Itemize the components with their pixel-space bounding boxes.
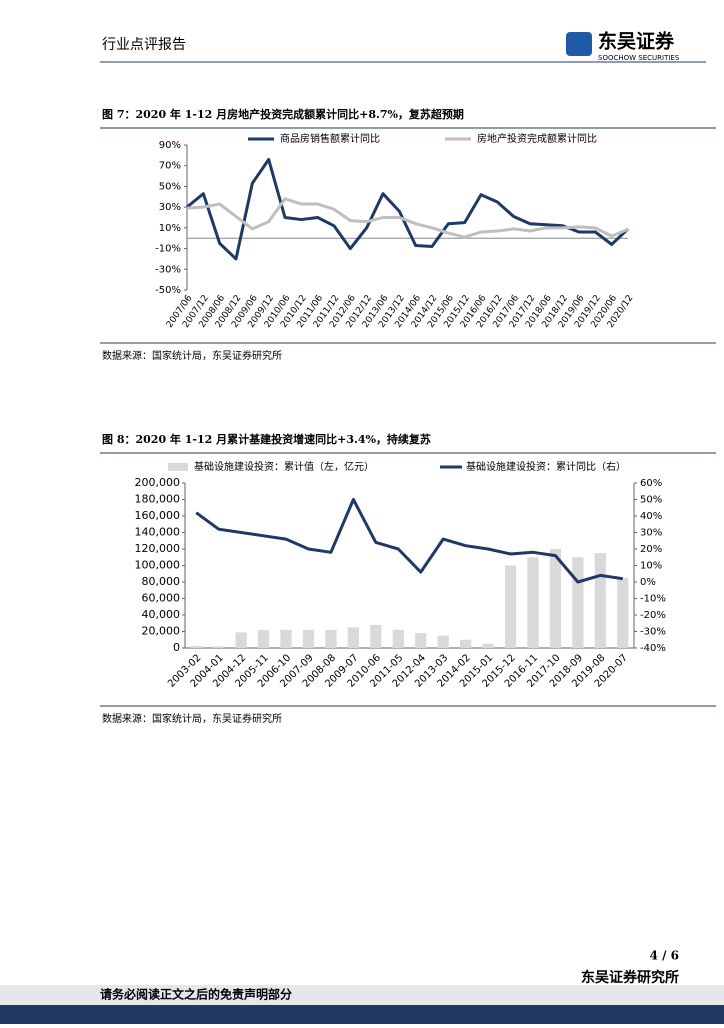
- y2-tick-label: -20%: [640, 610, 666, 621]
- bar: [347, 627, 359, 648]
- footer-bar: [0, 1005, 724, 1024]
- bar: [325, 629, 337, 648]
- y-tick-label: -30%: [155, 264, 181, 275]
- legend-label: 房地产投资完成额累计同比: [477, 132, 597, 145]
- logo-icon: [566, 32, 592, 56]
- bar: [594, 553, 606, 648]
- bar: [257, 629, 270, 648]
- bar: [370, 624, 382, 648]
- y-tick-label: 100,000: [135, 559, 181, 572]
- bar: [572, 557, 584, 648]
- y-tick-label: 70%: [159, 161, 181, 172]
- bar: [504, 565, 517, 648]
- figure-title: 图 8：2020 年 1-12 月累计基建投资增速同比+3.4%，持续复苏: [102, 432, 431, 446]
- bar: [415, 633, 427, 648]
- y-tick-label: 10%: [159, 223, 181, 234]
- bar: [392, 629, 404, 648]
- y2-tick-label: 20%: [640, 544, 662, 555]
- bar: [527, 557, 539, 648]
- y-tick-label: 200,000: [135, 476, 181, 489]
- footer-org: 东吴证券研究所: [581, 969, 679, 986]
- footer-band: [0, 985, 724, 1005]
- y-tick-label: -10%: [155, 244, 181, 255]
- y-tick-label: 180,000: [135, 493, 181, 506]
- figure-title: 图 7：2020 年 1-12 月房地产投资完成额累计同比+8.7%，复苏超预期: [102, 107, 464, 121]
- bar: [302, 629, 315, 648]
- bar: [235, 632, 247, 648]
- logo-cn: 东吴证券: [598, 30, 675, 53]
- y-tick-label: 160,000: [135, 509, 181, 522]
- legend-label: 商品房销售额累计同比: [280, 132, 380, 145]
- figure-source: 数据来源：国家统计局，东吴证券研究所: [102, 349, 282, 362]
- y2-tick-label: -30%: [640, 627, 666, 638]
- bar: [437, 635, 449, 648]
- y-tick-label: 90%: [159, 140, 181, 151]
- series-line: [195, 498, 623, 584]
- y2-tick-label: -40%: [640, 643, 666, 654]
- report-type: 行业点评报告: [102, 37, 186, 53]
- y2-tick-label: 30%: [640, 528, 662, 539]
- bar: [460, 639, 472, 648]
- y-tick-label: 20,000: [142, 625, 181, 638]
- series-line: [186, 158, 630, 261]
- logo-en: SOOCHOW SECURITIES: [598, 54, 680, 62]
- bar: [617, 577, 629, 648]
- bar: [549, 549, 562, 648]
- bar: [280, 629, 292, 648]
- figure-source: 数据来源：国家统计局，东吴证券研究所: [102, 712, 282, 725]
- legend-label: 基础设施建设投资：累计同比（右）: [466, 460, 626, 473]
- bar: [190, 645, 202, 648]
- disclaimer: 请务必阅读正文之后的免责声明部分: [100, 987, 292, 1002]
- y-tick-label: 80,000: [142, 575, 181, 588]
- y-tick-label: 40,000: [142, 608, 181, 621]
- y2-tick-label: 10%: [640, 561, 662, 572]
- series-line: [186, 197, 629, 239]
- legend-swatch: [168, 463, 188, 471]
- y-tick-label: 0: [173, 641, 180, 654]
- legend-label: 基础设施建设投资：累计值（左，亿元）: [194, 460, 374, 473]
- y2-tick-label: 50%: [640, 495, 662, 506]
- y2-tick-label: 40%: [640, 511, 662, 522]
- page-number: 4 / 6: [650, 949, 679, 963]
- y-tick-label: -50%: [155, 285, 181, 296]
- bar: [482, 643, 494, 648]
- y-tick-label: 140,000: [135, 526, 181, 539]
- y-tick-label: 30%: [159, 202, 181, 213]
- y2-tick-label: -10%: [640, 594, 666, 605]
- y2-tick-label: 0%: [640, 577, 656, 588]
- bar: [213, 646, 225, 648]
- y-tick-label: 50%: [159, 181, 181, 192]
- y-tick-label: 60,000: [142, 592, 181, 605]
- y-tick-label: 120,000: [135, 542, 181, 555]
- y2-tick-label: 60%: [640, 478, 662, 489]
